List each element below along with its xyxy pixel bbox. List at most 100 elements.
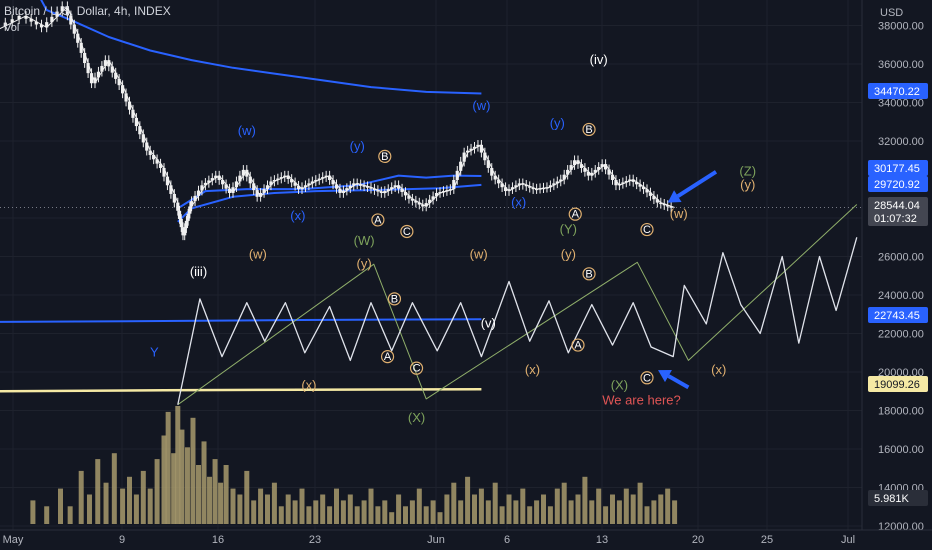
badge-letter: A xyxy=(572,209,580,221)
candle-body xyxy=(383,191,387,193)
candle-body xyxy=(666,205,670,207)
wave-label: Y xyxy=(150,345,159,360)
price-label: 22743.45 xyxy=(868,307,928,323)
wave-label: (Y) xyxy=(560,221,577,236)
candle-body xyxy=(662,203,666,206)
price-label-text: 30177.45 xyxy=(874,163,920,175)
ma-long-line xyxy=(0,318,482,323)
candle-body xyxy=(207,180,211,183)
badge-letter: B xyxy=(381,151,388,163)
candle-body xyxy=(334,184,339,189)
candle-body xyxy=(507,189,511,192)
price-axis[interactable]: USD 38000.0036000.0034000.0032000.002800… xyxy=(861,0,932,533)
volume-bar xyxy=(340,500,346,524)
candle-body xyxy=(614,179,618,186)
candle-body xyxy=(341,190,345,193)
volume-bar xyxy=(201,441,207,524)
volume-bar xyxy=(86,494,92,524)
candle-body xyxy=(597,166,601,170)
candle-body xyxy=(355,183,359,185)
candle-body xyxy=(362,185,366,187)
volume-bar xyxy=(465,476,471,524)
volume-bar xyxy=(389,512,395,524)
candle-body xyxy=(307,183,311,186)
price-label-text: 28544.04 xyxy=(874,200,920,212)
volume-bar xyxy=(644,506,650,524)
candle-body xyxy=(296,185,301,190)
badge-circle xyxy=(640,371,654,385)
volume-bar xyxy=(285,494,291,524)
pointer-arrow-shaft xyxy=(676,170,718,198)
candle-body xyxy=(521,183,525,185)
candle-body xyxy=(652,195,656,200)
candle-body xyxy=(655,199,659,203)
price-label: 29720.92 xyxy=(868,176,928,192)
candle-body xyxy=(114,72,118,79)
price-series xyxy=(0,1,675,241)
candle-body xyxy=(621,182,625,184)
candle-body xyxy=(265,185,270,190)
candle-body xyxy=(231,187,235,193)
wave-label: (v) xyxy=(481,316,496,331)
candle-body xyxy=(179,218,183,228)
wave-label: (y) xyxy=(357,256,372,271)
price-label: 19099.26 xyxy=(868,376,928,392)
volume-bar xyxy=(382,500,388,524)
candle-body xyxy=(352,183,356,186)
price-label: 5.981K xyxy=(868,490,928,506)
candle-body xyxy=(117,78,121,86)
badge-letter: B xyxy=(391,293,398,305)
candle-body xyxy=(177,210,182,219)
volume-indicator-label[interactable]: Vol xyxy=(4,22,20,34)
volume-bar xyxy=(327,506,333,524)
volume-bar xyxy=(506,494,512,524)
y-tick-label: 16000.00 xyxy=(878,444,924,456)
candle-body xyxy=(466,150,470,153)
candle-body xyxy=(45,22,49,28)
volume-bar xyxy=(251,500,257,524)
volume-bar xyxy=(534,500,540,524)
badge-circle xyxy=(371,213,385,227)
volume-bar xyxy=(212,459,218,524)
candle-body xyxy=(583,167,587,172)
candle-body xyxy=(524,184,528,187)
candle-body xyxy=(645,189,649,193)
volume-bar xyxy=(103,482,109,524)
candle-body xyxy=(455,170,459,180)
candle-body xyxy=(493,175,497,180)
candle-body xyxy=(490,167,494,176)
candle-body xyxy=(100,65,104,72)
badge-letter: C xyxy=(643,224,651,236)
volume-bar xyxy=(184,447,190,524)
price-label-bg xyxy=(868,376,928,392)
candle-body xyxy=(290,179,294,183)
candle-body xyxy=(562,174,566,180)
wave-label: (w) xyxy=(472,98,490,113)
candle-body xyxy=(89,73,94,84)
candle-body xyxy=(186,213,190,221)
badge-letter: B xyxy=(585,268,592,280)
volume-bar xyxy=(630,494,636,524)
price-label-bg xyxy=(868,197,928,213)
wave-label: (x) xyxy=(290,208,305,223)
candle-body xyxy=(503,187,508,192)
volume-bar xyxy=(547,506,553,524)
candle-body xyxy=(555,181,559,184)
volume-bar xyxy=(361,500,367,524)
volume-bar xyxy=(582,476,588,524)
x-tick-label: Jun xyxy=(427,534,445,546)
volume-bar xyxy=(485,500,491,524)
candle-body xyxy=(414,200,418,203)
time-axis[interactable]: May 9 16 23 Jun 6 13 20 25 Jul xyxy=(0,529,932,550)
price-label: 30177.45 xyxy=(868,160,928,176)
candle-body xyxy=(469,148,473,151)
candle-body xyxy=(217,175,221,180)
symbol-title[interactable]: Bitcoin / U.S. Dollar, 4h, INDEX xyxy=(4,4,171,18)
candle-body xyxy=(604,164,608,170)
candle-body xyxy=(569,165,573,170)
candle-body xyxy=(479,144,483,153)
candle-body xyxy=(566,169,570,175)
volume-bar xyxy=(230,488,236,524)
volume-bar xyxy=(223,465,229,524)
